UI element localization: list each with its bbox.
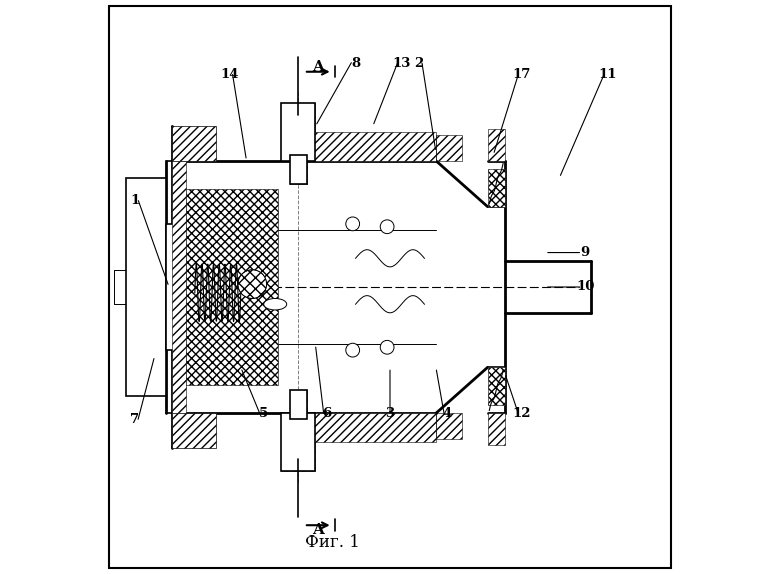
Circle shape — [346, 217, 360, 231]
Text: Фиг. 1: Фиг. 1 — [305, 534, 360, 551]
Bar — [488, 413, 505, 445]
Bar — [281, 103, 315, 161]
Bar — [281, 413, 315, 471]
Circle shape — [238, 270, 267, 298]
Bar — [289, 390, 307, 419]
Bar — [488, 169, 505, 207]
Text: A: A — [312, 523, 324, 537]
Text: A: A — [312, 60, 324, 74]
Bar — [289, 390, 307, 419]
Bar — [298, 132, 436, 161]
Text: 3: 3 — [385, 407, 395, 420]
Bar — [172, 413, 216, 448]
Ellipse shape — [264, 298, 287, 310]
Text: 4: 4 — [443, 407, 452, 420]
Text: 12: 12 — [512, 407, 531, 420]
Polygon shape — [436, 138, 488, 207]
Text: 14: 14 — [220, 68, 239, 81]
Text: 2: 2 — [414, 57, 424, 69]
Circle shape — [380, 220, 394, 234]
Bar — [166, 224, 180, 350]
Bar — [289, 155, 307, 184]
Bar — [436, 413, 462, 439]
Bar — [488, 129, 505, 161]
Text: 1: 1 — [130, 195, 139, 207]
Bar — [298, 413, 436, 442]
Text: 9: 9 — [580, 246, 590, 259]
Text: 17: 17 — [512, 68, 531, 81]
Text: 5: 5 — [259, 407, 268, 420]
Circle shape — [346, 343, 360, 357]
Text: 11: 11 — [599, 68, 618, 81]
Bar — [436, 135, 462, 161]
Bar — [289, 155, 307, 184]
Bar — [281, 413, 315, 471]
Bar — [281, 103, 315, 161]
Circle shape — [380, 340, 394, 354]
Text: 10: 10 — [576, 281, 594, 293]
Text: 6: 6 — [322, 407, 332, 420]
Bar — [172, 126, 216, 161]
Text: 13: 13 — [392, 57, 410, 69]
Text: 8: 8 — [351, 57, 360, 69]
Bar — [488, 367, 505, 405]
Text: 7: 7 — [130, 413, 139, 425]
Bar — [186, 189, 278, 385]
Bar — [126, 178, 166, 396]
Bar — [172, 161, 186, 413]
